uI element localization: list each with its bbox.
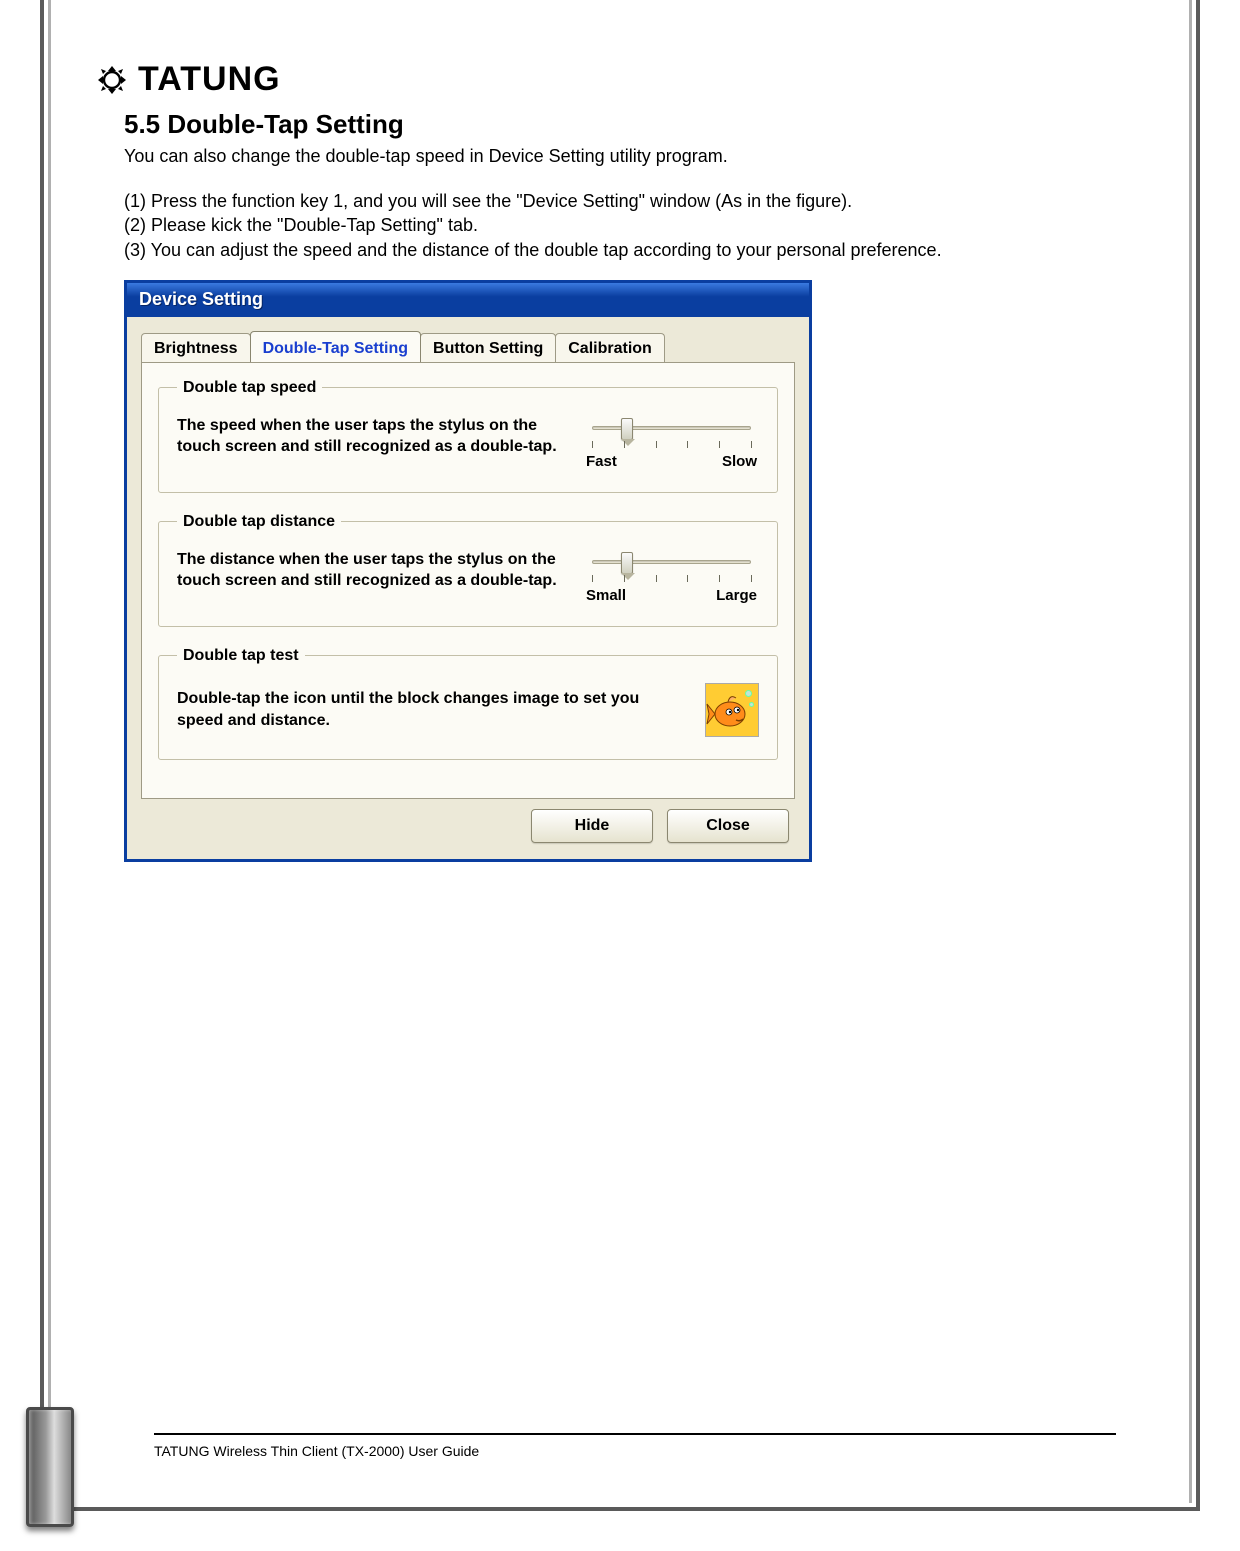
distance-left-label: Small (586, 587, 626, 604)
speed-left-label: Fast (586, 453, 617, 470)
group-test-legend: Double tap test (177, 647, 305, 665)
section-intro: You can also change the double-tap speed… (124, 146, 1116, 167)
speed-slider[interactable]: Fast Slow (584, 417, 759, 470)
dialog-button-row: Hide Close (141, 799, 795, 849)
distance-slider-thumb[interactable] (621, 552, 633, 574)
page-frame: TATUNG 5.5 Double-Tap Setting You can al… (40, 0, 1200, 1511)
tab-double-tap-setting[interactable]: Double-Tap Setting (250, 331, 421, 363)
group-test-desc: Double-tap the icon until the block chan… (177, 688, 681, 731)
section-steps: (1) Press the function key 1, and you wi… (124, 189, 1116, 262)
binder-spine-icon (26, 1407, 74, 1527)
tab-brightness[interactable]: Brightness (141, 333, 251, 363)
window-titlebar[interactable]: Device Setting (127, 283, 809, 317)
group-double-tap-test: Double tap test Double-tap the icon unti… (158, 647, 778, 760)
group-double-tap-distance: Double tap distance The distance when th… (158, 513, 778, 627)
window-body: Brightness Double-Tap Setting Button Set… (127, 317, 809, 859)
section-heading: 5.5 Double-Tap Setting (124, 109, 1116, 140)
hide-button[interactable]: Hide (531, 809, 653, 843)
tab-button-setting[interactable]: Button Setting (420, 333, 556, 363)
brand-mark-icon (94, 62, 130, 98)
speed-right-label: Slow (722, 453, 757, 470)
speed-slider-ticks (592, 441, 751, 451)
bubble-icon (745, 690, 752, 697)
brand-name: TATUNG (138, 60, 281, 99)
step-1: (1) Press the function key 1, and you wi… (124, 189, 1116, 213)
step-3: (3) You can adjust the speed and the dis… (124, 238, 1116, 262)
distance-right-label: Large (716, 587, 757, 604)
group-speed-desc: The speed when the user taps the stylus … (177, 415, 564, 458)
tab-panel: Double tap speed The speed when the user… (141, 362, 795, 799)
group-distance-desc: The distance when the user taps the styl… (177, 549, 564, 592)
group-speed-legend: Double tap speed (177, 379, 322, 397)
bubble-icon (749, 702, 754, 707)
screenshot: Device Setting Brightness Double-Tap Set… (124, 280, 1116, 862)
group-double-tap-speed: Double tap speed The speed when the user… (158, 379, 778, 493)
distance-slider-ticks (592, 575, 751, 585)
speed-slider-thumb[interactable] (621, 418, 633, 440)
device-setting-window: Device Setting Brightness Double-Tap Set… (124, 280, 812, 862)
close-button[interactable]: Close (667, 809, 789, 843)
step-2: (2) Please kick the "Double-Tap Setting"… (124, 213, 1116, 237)
distance-slider[interactable]: Small Large (584, 551, 759, 604)
distance-slider-rail (592, 560, 751, 564)
brand-logo: TATUNG (94, 60, 1156, 99)
tab-calibration[interactable]: Calibration (555, 333, 665, 363)
double-tap-test-icon[interactable] (705, 683, 759, 737)
page-footer: TATUNG Wireless Thin Client (TX-2000) Us… (154, 1433, 1116, 1461)
tab-strip: Brightness Double-Tap Setting Button Set… (141, 331, 795, 363)
footer-text: TATUNG Wireless Thin Client (TX-2000) Us… (154, 1443, 479, 1459)
speed-slider-rail (592, 426, 751, 430)
page-frame-shadow-left (48, 0, 51, 1503)
window-title: Device Setting (139, 289, 263, 310)
group-distance-legend: Double tap distance (177, 513, 341, 531)
page-frame-shadow-right (1189, 0, 1192, 1503)
document-content: 5.5 Double-Tap Setting You can also chan… (124, 109, 1116, 862)
